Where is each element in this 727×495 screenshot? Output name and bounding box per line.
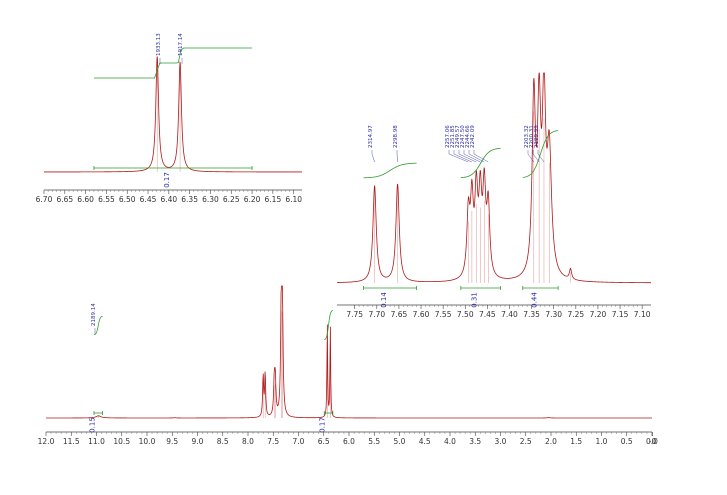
peak-label: 2200.31 — [529, 125, 535, 148]
peak-leader — [527, 150, 534, 163]
integral-label: 0.31 — [471, 292, 479, 308]
peak-label: 2298.98 — [393, 125, 399, 148]
integral-label: 0.17 — [163, 172, 171, 188]
tick-label: 6.35 — [181, 195, 198, 204]
tick-label: 6.30 — [202, 195, 219, 204]
tick-label: 6.50 — [119, 195, 136, 204]
tick-label: 9.5 — [166, 437, 178, 446]
tick-label: 1.5 — [570, 437, 582, 446]
peak-label: 2314.97 — [368, 125, 374, 148]
tick-label: 0.0 — [646, 437, 658, 446]
peak-label: 2244.66 — [465, 125, 471, 148]
tick-label: 7.70 — [368, 310, 385, 319]
tick-label: 2.5 — [520, 437, 532, 446]
peak-leader — [448, 150, 469, 163]
integral-curve — [460, 147, 501, 179]
peak-label: 2242.09 — [470, 125, 476, 148]
tick-label: 7.35 — [523, 310, 540, 319]
tick-label: 6.65 — [56, 195, 73, 204]
tick-label: 10.5 — [113, 437, 130, 446]
peak-leader — [453, 150, 472, 163]
tick-label: 7.0 — [293, 437, 305, 446]
spectrum-panel-full: 12.0 11.5 11.0 10.5 10.0 9.5 9.0 8.5 8.0 7.5 7.0 6.… — [38, 285, 658, 446]
tick-label: 1.0 — [596, 437, 608, 446]
tick-label: 11.0 — [88, 437, 105, 446]
peak-label: 1933.13 — [156, 33, 162, 56]
peak-label: 2249.57 — [455, 125, 461, 148]
peak-leader — [537, 150, 545, 163]
tick-label: 5.0 — [394, 437, 406, 446]
integral-label: 0.44 — [530, 292, 538, 308]
peak-leader — [458, 150, 477, 163]
tick-label: 4.0 — [444, 437, 456, 446]
integral-label: 0.14 — [380, 292, 388, 308]
peak-leader — [396, 150, 398, 163]
tick-label: 12.0 — [38, 437, 55, 446]
spectrum-line — [46, 285, 652, 419]
spectrum-panel-inset-6.4: 6.70 6.65 6.60 6.55 6.50 6.45 6.40 6.35 6.30 6.25… — [36, 33, 303, 204]
peak-label: 2189.14 — [91, 303, 97, 326]
tick-label: 7.40 — [501, 310, 518, 319]
tick-label: 2.0 — [545, 437, 557, 446]
peak-leader — [371, 150, 375, 163]
peak-label: 2247.50 — [460, 125, 466, 148]
peak-leader — [463, 150, 481, 163]
peak-leader — [468, 150, 485, 163]
tick-label: 7.45 — [479, 310, 496, 319]
spectrum-panel-inset-7.5: 7.75 7.70 7.65 7.60 7.55 7.50 7.45 7.40 7.35 7.30… — [336, 72, 651, 319]
integral-label: 0.17 — [319, 417, 327, 433]
tick-label: -0 — [649, 437, 657, 446]
spectrum-line — [336, 72, 651, 284]
tick-label: 7.15 — [612, 310, 629, 319]
tick-label: 7.55 — [435, 310, 452, 319]
tick-label: 6.45 — [140, 195, 157, 204]
tick-label: 7.10 — [634, 310, 651, 319]
peak-label: 2251.85 — [450, 125, 456, 148]
integral-curve — [522, 130, 559, 178]
integral-label: 0.15 — [88, 417, 96, 433]
tick-label: 6.20 — [244, 195, 261, 204]
tick-label: 3.5 — [469, 437, 481, 446]
tick-label: 6.40 — [160, 195, 177, 204]
tick-label: 6.25 — [223, 195, 240, 204]
peak-label: 1917.14 — [178, 33, 184, 56]
integral-curve — [93, 47, 253, 79]
integral-curve — [93, 315, 103, 336]
tick-label: 7.50 — [457, 310, 474, 319]
integral-curve — [324, 309, 333, 341]
tick-label: 9.0 — [192, 437, 204, 446]
tick-label: 6.10 — [285, 195, 302, 204]
tick-label: 7.25 — [567, 310, 584, 319]
spectrum-line — [44, 56, 302, 173]
tick-label: 5.5 — [368, 437, 380, 446]
tick-label: 7.60 — [413, 310, 430, 319]
tick-label: 4.5 — [419, 437, 431, 446]
integral-curve — [363, 162, 417, 179]
tick-label: 6.55 — [98, 195, 115, 204]
tick-label: 6.70 — [36, 195, 53, 204]
peak-leader — [532, 150, 540, 163]
tick-label: 0.5 — [621, 437, 633, 446]
tick-label: 6.0 — [343, 437, 355, 446]
tick-label: 10.0 — [139, 437, 156, 446]
tick-label: 7.75 — [346, 310, 363, 319]
tick-label: 7.65 — [391, 310, 408, 319]
tick-label: 7.30 — [545, 310, 562, 319]
tick-label: 8.0 — [242, 437, 254, 446]
peak-leader — [473, 150, 489, 163]
tick-label: 6.5 — [318, 437, 330, 446]
tick-label: 11.5 — [63, 437, 80, 446]
peak-label: 2203.32 — [524, 125, 530, 148]
tick-label: 6.60 — [77, 195, 94, 204]
tick-label: 7.5 — [267, 437, 279, 446]
tick-label: 8.5 — [217, 437, 229, 446]
tick-label: 6.15 — [265, 195, 282, 204]
peak-label: 2199.99 — [534, 125, 540, 148]
tick-label: 7.20 — [590, 310, 607, 319]
peak-label: 2257.06 — [445, 125, 451, 148]
tick-label: 3.0 — [495, 437, 507, 446]
